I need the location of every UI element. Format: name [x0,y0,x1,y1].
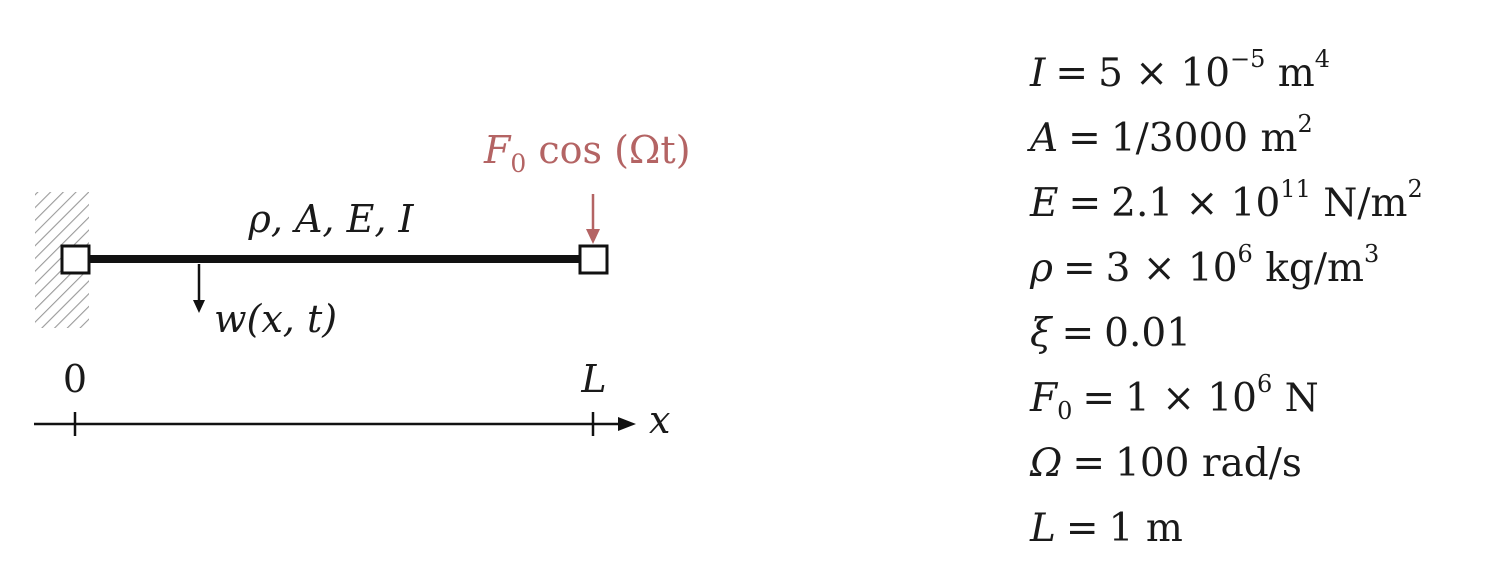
parameter-symbol: ξ [1030,311,1052,356]
deflection-label: w(x, t) [214,297,337,341]
parameter-unit: m [1265,51,1315,96]
axis-var-x: x [649,398,670,442]
parameter-value: 3 × 10 [1105,246,1238,291]
parameter-exponent: 11 [1280,175,1311,203]
equals-sign: = [1062,246,1096,291]
equals-sign: = [1072,441,1106,486]
parameter-symbol: E [1030,181,1059,226]
parameter-unit-exponent: 2 [1297,110,1313,138]
parameter-symbol: F [1030,376,1058,421]
parameter-value: 1 × 10 [1125,376,1257,421]
load-label: F0 cos (Ωt) [483,128,691,178]
parameter-row: Ω = 100 rad/s [1030,424,1485,489]
parameter-row: E = 2.1 × 1011 N/m2 [1030,164,1485,229]
parameter-row: ξ = 0.01 [1030,294,1485,359]
parameter-value: 1/3000 [1110,116,1249,161]
parameter-exponent: 6 [1237,240,1253,268]
parameter-unit-exponent: 2 [1407,175,1423,203]
parameter-unit: N [1272,376,1319,421]
parameter-value: 5 × 10 [1098,51,1231,96]
parameter-row: F0 = 1 × 106 N [1030,359,1485,425]
parameter-symbol: I [1030,51,1046,96]
equals-sign: = [1061,311,1095,356]
tick-label-L: L [580,357,606,401]
parameter-unit: kg/m [1252,246,1364,291]
parameter-row: ρ = 3 × 106 kg/m3 [1030,229,1485,294]
parameter-row: A = 1/3000 m2 [1030,99,1485,164]
parameter-unit-exponent: 4 [1314,45,1331,73]
node-right [578,244,609,275]
parameter-row: L = 1 m [1030,489,1485,554]
parameter-symbol: A [1030,116,1059,161]
equals-sign: = [1068,116,1101,161]
parameter-symbol: L [1030,506,1056,551]
parameter-value: 2.1 × 10 [1111,181,1281,226]
parameter-unit: N/m [1310,181,1408,226]
parameter-row: I = 5 × 10−5 m4 [1030,34,1485,99]
parameter-symbol: Ω [1030,441,1063,486]
parameter-list: I = 5 × 10−5 m4 A = 1/3000 m2 E = 2.1 × 1011 N/m… [1030,34,1485,554]
parameter-symbol: ρ [1030,246,1053,291]
equals-sign: = [1068,181,1102,226]
load-arrow-head [586,229,600,244]
equals-sign: = [1082,376,1116,421]
parameter-unit-exponent: 3 [1363,240,1380,268]
parameter-unit: rad/s [1189,441,1302,486]
parameter-value: 100 [1115,441,1190,486]
parameter-unit: m [1248,116,1298,161]
equals-sign: = [1065,506,1099,551]
node-left [60,244,91,275]
parameter-value: 1 [1108,506,1134,551]
equals-sign: = [1055,51,1089,96]
x-axis-arrow-head [618,417,636,431]
parameter-exponent: 6 [1256,370,1273,398]
parameter-exponent: −5 [1230,45,1266,73]
deflection-arrow-head [193,300,205,313]
tick-label-0: 0 [63,357,87,401]
parameter-value: 0.01 [1104,311,1192,356]
parameter-symbol-subscript: 0 [1057,397,1073,425]
parameter-unit: m [1133,506,1183,551]
beam-properties-label: ρ, A, E, I [247,197,414,241]
